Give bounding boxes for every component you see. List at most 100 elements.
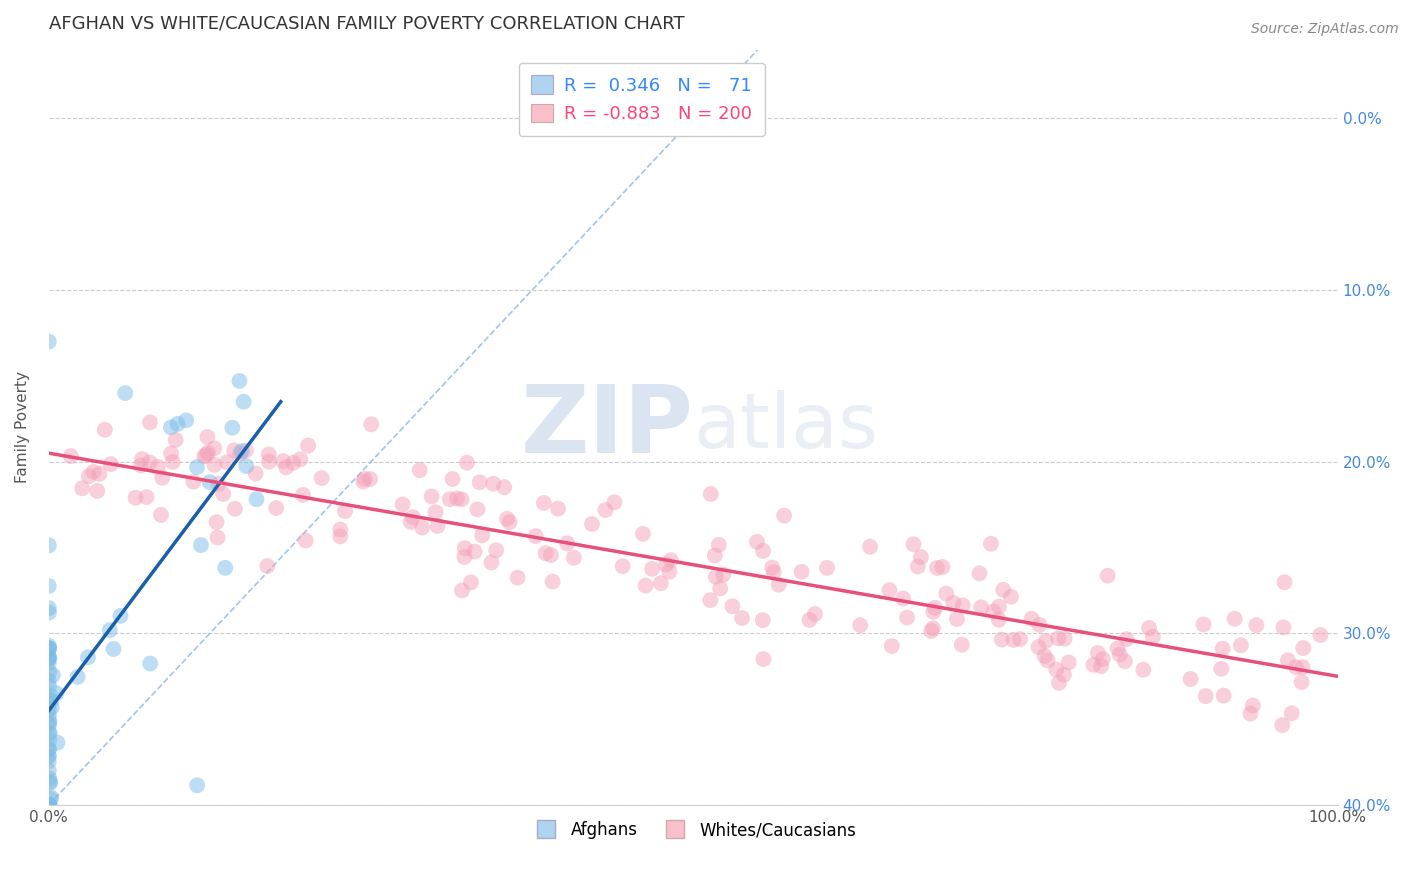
Point	[524, 529, 547, 543]
Point	[59, 449, 82, 463]
Point	[39, 790, 62, 805]
Point	[641, 562, 664, 576]
Point	[704, 570, 727, 584]
Point	[190, 538, 212, 552]
Point	[70, 481, 93, 495]
Point	[907, 559, 929, 574]
Point	[441, 472, 464, 486]
Point	[186, 778, 208, 792]
Point	[859, 540, 882, 554]
Point	[162, 455, 184, 469]
Point	[38, 797, 60, 812]
Point	[38, 641, 60, 656]
Point	[38, 708, 60, 723]
Point	[391, 498, 413, 512]
Point	[228, 374, 250, 388]
Point	[245, 492, 267, 507]
Point	[207, 531, 229, 545]
Point	[129, 458, 152, 473]
Point	[1309, 628, 1331, 642]
Point	[409, 463, 432, 477]
Point	[1223, 612, 1246, 626]
Point	[790, 565, 813, 579]
Point	[38, 702, 60, 716]
Point	[38, 641, 60, 656]
Point	[39, 689, 62, 703]
Point	[45, 686, 67, 700]
Point	[352, 475, 374, 489]
Point	[768, 577, 790, 591]
Point	[235, 443, 257, 458]
Point	[969, 566, 991, 581]
Point	[214, 561, 236, 575]
Point	[1091, 652, 1114, 666]
Point	[1271, 718, 1294, 732]
Point	[1246, 618, 1268, 632]
Point	[235, 459, 257, 474]
Point	[205, 515, 228, 529]
Point	[160, 446, 183, 460]
Point	[815, 561, 838, 575]
Point	[891, 591, 914, 606]
Point	[38, 755, 60, 769]
Point	[38, 726, 60, 740]
Point	[224, 501, 246, 516]
Point	[612, 559, 634, 574]
Point	[160, 420, 183, 434]
Point	[950, 638, 973, 652]
Point	[197, 445, 219, 459]
Point	[245, 467, 267, 481]
Point	[232, 394, 254, 409]
Point	[910, 550, 932, 565]
Point	[38, 771, 60, 785]
Point	[946, 612, 969, 626]
Point	[1212, 641, 1234, 656]
Point	[135, 490, 157, 504]
Point	[204, 458, 226, 472]
Point	[38, 749, 60, 764]
Point	[922, 621, 945, 635]
Point	[1047, 632, 1070, 646]
Point	[183, 475, 205, 489]
Point	[761, 560, 783, 574]
Point	[38, 732, 60, 747]
Point	[1285, 660, 1308, 674]
Point	[1087, 646, 1109, 660]
Point	[360, 417, 382, 432]
Point	[1053, 667, 1076, 681]
Point	[773, 508, 796, 523]
Point	[229, 447, 252, 461]
Point	[699, 593, 721, 607]
Point	[353, 472, 375, 486]
Point	[256, 559, 278, 574]
Point	[294, 533, 316, 548]
Point	[291, 488, 314, 502]
Point	[77, 650, 100, 665]
Point	[658, 565, 681, 579]
Point	[38, 579, 60, 593]
Point	[420, 490, 443, 504]
Point	[456, 456, 478, 470]
Point	[745, 534, 768, 549]
Point	[38, 601, 60, 615]
Point	[533, 496, 555, 510]
Point	[38, 713, 60, 727]
Point	[1028, 640, 1050, 654]
Point	[454, 541, 477, 556]
Point	[1192, 617, 1215, 632]
Point	[1114, 654, 1136, 668]
Point	[38, 797, 60, 812]
Point	[1277, 653, 1299, 667]
Point	[38, 679, 60, 693]
Point	[1021, 612, 1043, 626]
Point	[38, 797, 60, 812]
Point	[39, 694, 62, 708]
Point	[879, 583, 901, 598]
Point	[1090, 659, 1112, 673]
Point	[468, 475, 491, 490]
Point	[41, 700, 63, 714]
Point	[42, 668, 65, 682]
Point	[453, 549, 475, 564]
Point	[231, 444, 253, 458]
Point	[634, 578, 657, 592]
